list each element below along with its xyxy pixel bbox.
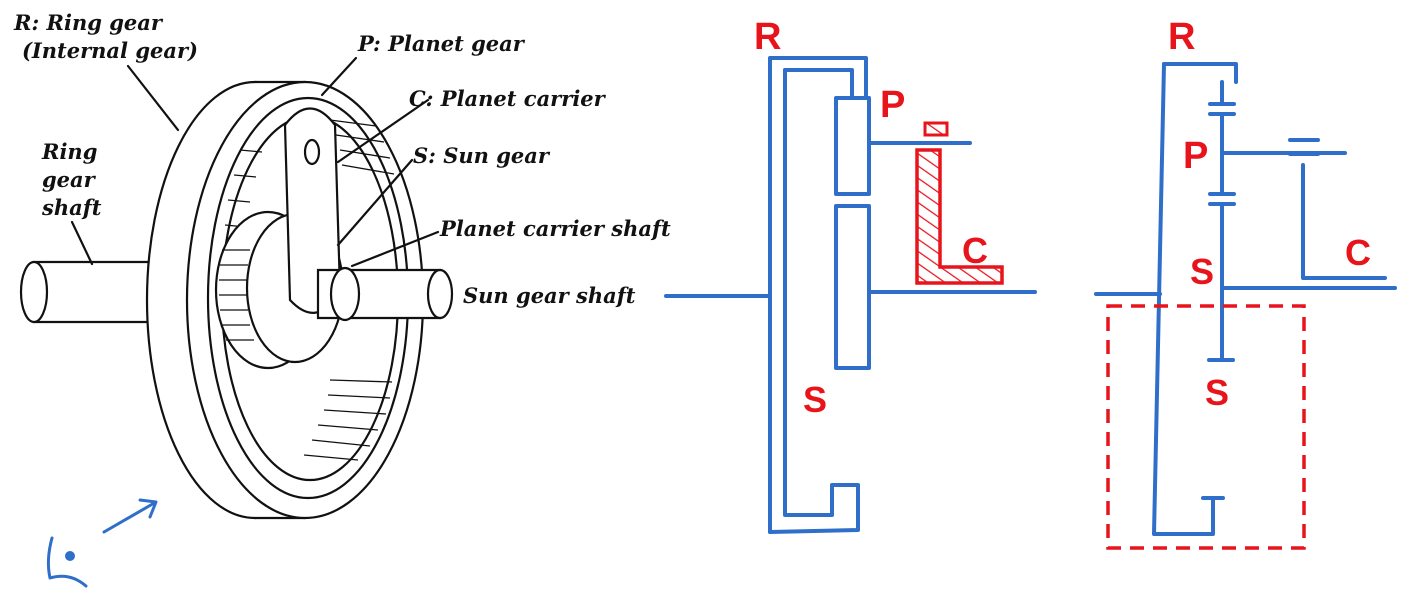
planet-label: P [880, 84, 905, 126]
sun-label-lower: S [1205, 372, 1229, 413]
highlight-box [1106, 304, 1306, 550]
ring-label: R [1168, 16, 1195, 58]
gear-illustration: R: Ring gear (Internal gear) P: Planet g… [13, 10, 671, 588]
planet-carrier-label: C: Planet carrier [409, 86, 607, 111]
sun-gear-shaft-label: Sun gear shaft [463, 283, 636, 308]
leader-lines [70, 56, 440, 268]
planet-label: P [1183, 135, 1208, 177]
ring-gear-label: R: Ring gear [13, 10, 164, 35]
carrier-label: C [1345, 232, 1371, 273]
planet-gear-label: P: Planet gear [357, 31, 526, 56]
ring-gear-shaft-label-1: Ring [41, 139, 97, 164]
sun-label-upper: S [1190, 251, 1214, 292]
carrier-label: C [962, 230, 988, 271]
sun-label: S [803, 379, 827, 420]
ring-gear-shaft-label-3: shaft [41, 195, 102, 220]
ring-gear-sublabel: (Internal gear) [22, 38, 198, 63]
ring-gear-shaft-label-2: gear [42, 167, 97, 192]
sun-gear-label: S: Sun gear [413, 143, 551, 168]
schematic-1: R P C S [664, 16, 1037, 534]
planet-carrier-shaft-label: Planet carrier shaft [439, 216, 671, 241]
schematic-2: R P C S S [1094, 16, 1397, 550]
view-direction-arrow-icon [102, 498, 158, 534]
ring-label: R [754, 16, 781, 58]
sun-gear-shaft-drawing [316, 266, 454, 322]
planet-carrier-highlight [915, 121, 1004, 285]
eye-viewpoint-icon [46, 536, 88, 588]
